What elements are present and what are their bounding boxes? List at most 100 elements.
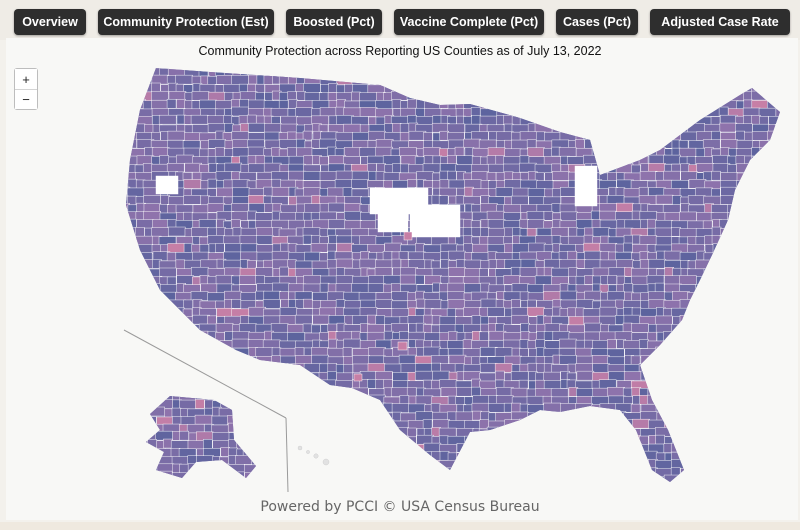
county[interactable] <box>127 419 138 429</box>
county[interactable] <box>640 370 659 381</box>
county[interactable] <box>630 355 641 366</box>
county[interactable] <box>607 83 625 94</box>
county[interactable] <box>591 90 602 101</box>
county[interactable] <box>248 122 266 133</box>
county[interactable] <box>768 115 786 126</box>
county[interactable] <box>535 435 553 445</box>
county[interactable] <box>359 460 378 470</box>
county[interactable] <box>615 76 634 86</box>
county[interactable] <box>296 395 314 406</box>
county[interactable] <box>616 131 626 142</box>
county[interactable] <box>703 331 714 341</box>
county[interactable] <box>216 468 226 478</box>
county[interactable] <box>774 380 792 390</box>
county[interactable] <box>711 428 722 438</box>
county[interactable] <box>279 435 290 445</box>
county[interactable] <box>728 396 739 406</box>
county[interactable] <box>199 362 209 373</box>
county[interactable] <box>295 60 314 69</box>
county[interactable] <box>422 419 433 429</box>
county[interactable] <box>720 434 731 445</box>
county[interactable] <box>736 356 747 366</box>
county[interactable] <box>431 91 449 102</box>
county[interactable] <box>672 427 683 437</box>
county[interactable] <box>727 292 738 303</box>
county[interactable] <box>775 227 785 238</box>
alaska-county[interactable] <box>171 472 190 482</box>
county[interactable] <box>743 444 761 454</box>
county[interactable] <box>694 292 713 302</box>
county[interactable] <box>512 187 530 198</box>
county[interactable] <box>590 411 601 422</box>
county[interactable] <box>568 107 578 117</box>
county[interactable] <box>520 331 531 341</box>
county[interactable] <box>175 316 194 326</box>
county[interactable] <box>607 386 625 397</box>
county[interactable] <box>671 227 681 237</box>
county[interactable] <box>393 483 410 492</box>
county[interactable] <box>727 227 745 237</box>
county[interactable] <box>712 243 731 253</box>
county[interactable] <box>224 243 243 253</box>
county[interactable] <box>680 484 697 493</box>
county[interactable] <box>328 403 338 413</box>
alaska-county[interactable] <box>155 448 173 458</box>
county[interactable] <box>352 483 361 492</box>
county[interactable] <box>639 67 657 77</box>
county[interactable] <box>575 468 594 478</box>
county[interactable] <box>240 420 250 430</box>
county[interactable] <box>599 403 618 413</box>
county[interactable] <box>463 259 482 270</box>
county[interactable] <box>784 236 793 245</box>
county[interactable] <box>695 75 705 86</box>
county[interactable] <box>622 83 641 94</box>
county[interactable] <box>302 234 313 245</box>
county[interactable] <box>190 476 209 486</box>
county[interactable] <box>121 124 130 134</box>
county[interactable] <box>239 60 258 69</box>
county[interactable] <box>455 235 465 246</box>
county[interactable] <box>447 123 465 134</box>
county[interactable] <box>567 91 586 101</box>
county[interactable] <box>121 348 130 358</box>
county[interactable] <box>359 68 370 78</box>
county[interactable] <box>671 396 689 407</box>
county[interactable] <box>239 235 258 245</box>
alaska-county[interactable] <box>140 431 149 442</box>
county[interactable] <box>711 275 722 286</box>
county[interactable] <box>247 210 257 221</box>
county[interactable] <box>335 170 354 181</box>
county[interactable] <box>336 435 354 445</box>
county[interactable] <box>638 139 657 149</box>
county[interactable] <box>121 443 131 453</box>
county[interactable] <box>671 324 689 334</box>
county[interactable] <box>527 100 545 110</box>
county[interactable] <box>582 75 593 86</box>
county[interactable] <box>712 291 731 301</box>
county[interactable] <box>710 444 729 454</box>
county[interactable] <box>360 485 369 494</box>
county[interactable] <box>711 170 721 181</box>
county[interactable] <box>248 99 266 110</box>
county[interactable] <box>384 419 395 429</box>
county[interactable] <box>351 170 370 181</box>
county[interactable] <box>623 371 642 381</box>
county[interactable] <box>270 107 289 118</box>
county[interactable] <box>775 179 793 189</box>
county[interactable] <box>135 316 145 327</box>
county[interactable] <box>591 355 610 365</box>
county[interactable] <box>463 444 473 454</box>
county[interactable] <box>567 427 578 437</box>
county[interactable] <box>686 91 705 102</box>
county[interactable] <box>439 99 449 109</box>
county[interactable] <box>351 91 361 102</box>
county[interactable] <box>783 332 792 341</box>
county[interactable] <box>359 92 377 102</box>
county[interactable] <box>785 101 800 110</box>
county[interactable] <box>327 187 345 198</box>
county[interactable] <box>759 396 770 407</box>
county[interactable] <box>591 451 610 462</box>
county[interactable] <box>504 243 514 253</box>
county[interactable] <box>287 411 297 422</box>
county[interactable] <box>687 451 705 461</box>
